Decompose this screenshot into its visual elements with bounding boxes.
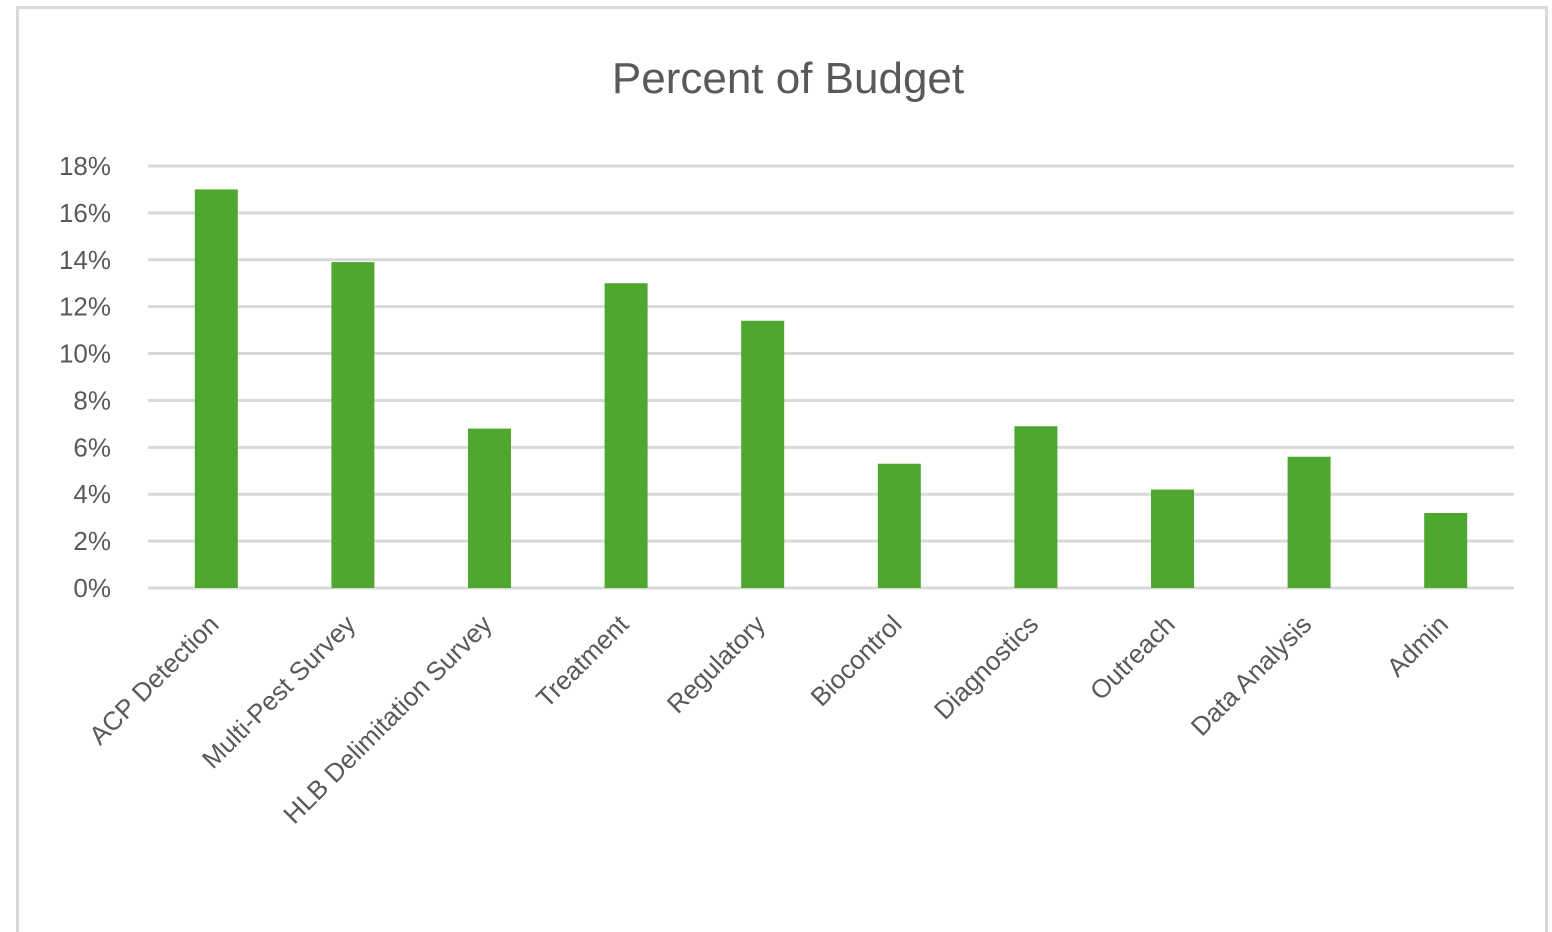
y-axis-tick-labels: 0% 2% 4% 6% 8% 10% 12% 14% 16% 18% [59,151,111,603]
x-category-label: Admin [1381,609,1454,682]
y-tick-label: 2% [73,526,111,556]
x-category-label: Biocontrol [805,609,908,712]
y-tick-label: 0% [73,573,111,603]
x-category-label: Data Analysis [1185,609,1318,742]
bar-treatment [604,283,648,588]
bar-hlb-delimitation-survey [468,428,511,588]
bar-data-analysis [1287,456,1331,588]
bar-biocontrol [877,463,921,588]
bar-diagnostics [1014,426,1058,588]
y-tick-label: 18% [59,151,111,181]
bar-multi-pest-survey [331,262,375,588]
x-category-label: ACP Detection [83,609,224,750]
bar-outreach [1151,489,1194,588]
x-category-label: Regulatory [661,609,771,719]
gridlines [148,164,1514,590]
y-tick-label: 16% [59,198,111,228]
y-tick-label: 12% [59,292,111,322]
bar-acp-detection [194,189,238,588]
bars [194,189,1468,588]
bar-admin [1424,512,1468,588]
y-tick-label: 6% [73,432,111,462]
y-tick-label: 14% [59,245,111,275]
y-tick-label: 10% [59,339,111,369]
x-category-label: Diagnostics [928,609,1044,725]
x-category-label: Outreach [1084,609,1181,706]
y-tick-label: 4% [73,479,111,509]
y-tick-label: 8% [73,385,111,415]
chart-title: Percent of Budget [612,54,964,103]
bar-regulatory [741,320,785,588]
x-category-label: Treatment [530,608,635,713]
